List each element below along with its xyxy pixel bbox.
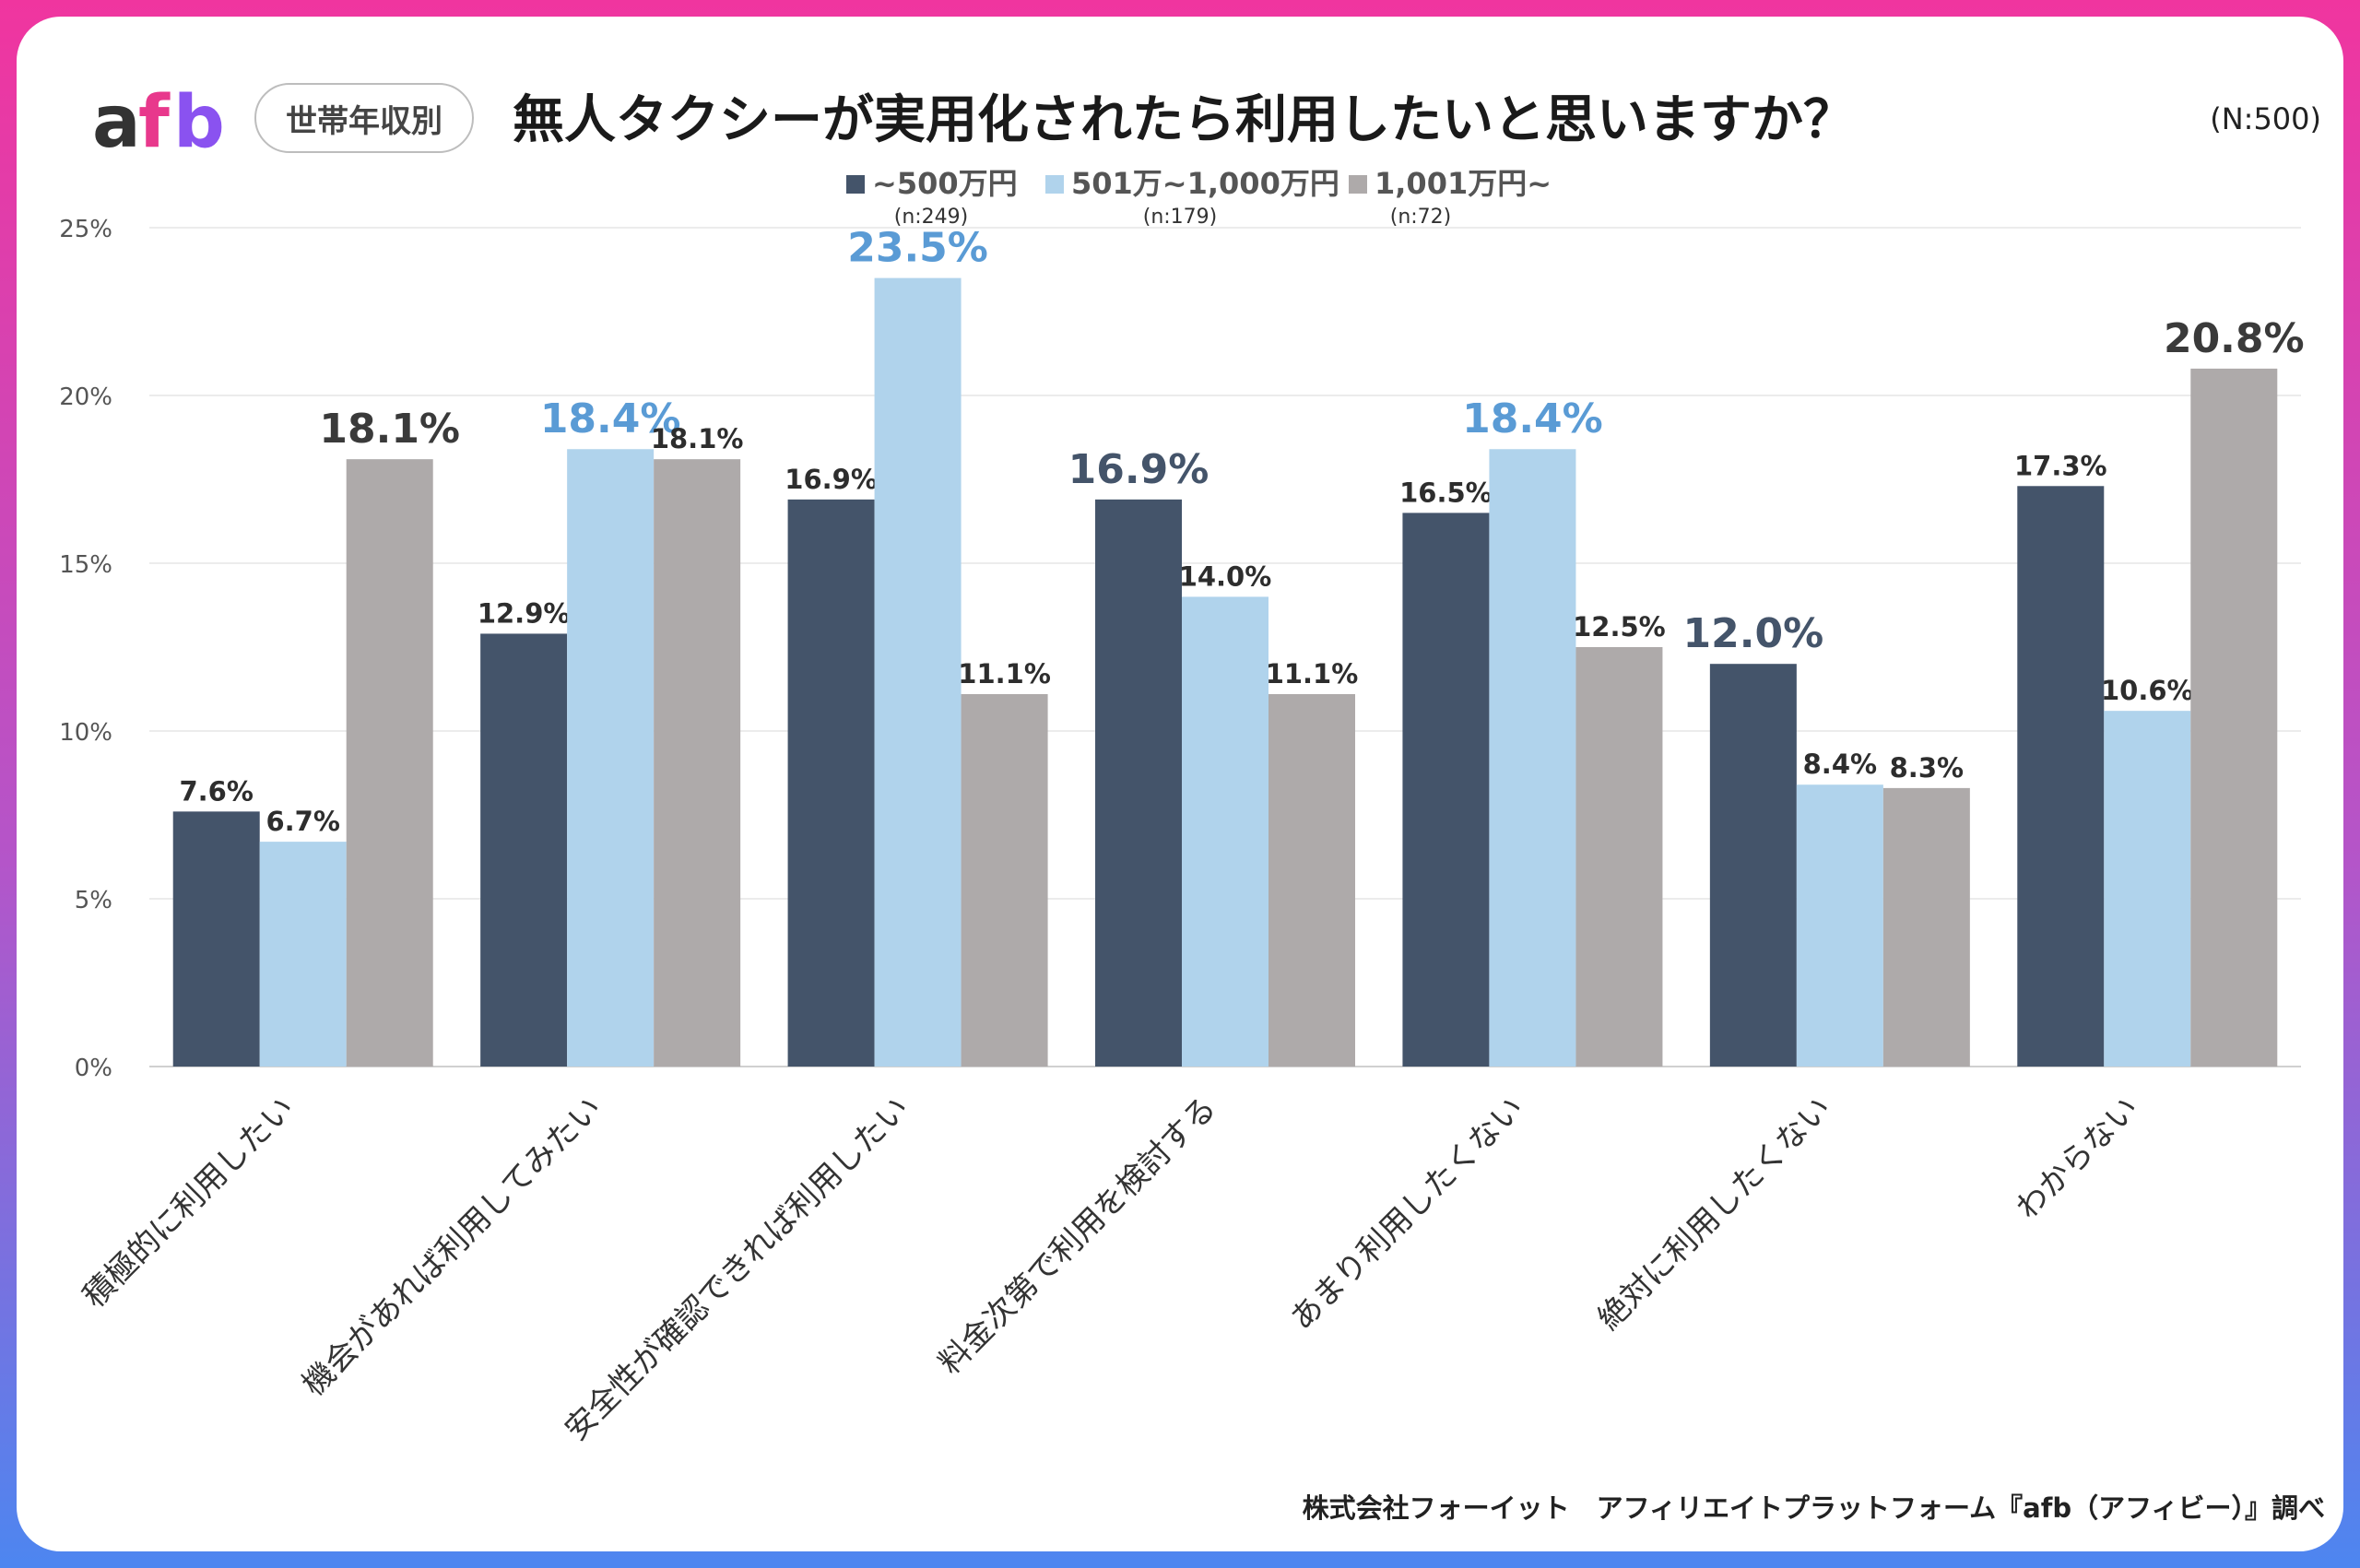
x-category-label: 機会があれば利用してみたい	[295, 1090, 608, 1403]
chart-card: a f b 世帯年収別 無人タクシーが実用化されたら利用したいと思いますか？ (…	[17, 17, 2343, 1551]
income-badge: 世帯年収別	[254, 83, 474, 153]
bar-value-label: 8.3%	[1890, 752, 1964, 784]
source-note: 株式会社フォーイット アフィリエイトプラットフォーム『afb（アフィビー）』調べ	[1302, 1492, 2325, 1524]
bar	[961, 693, 1048, 1067]
bar	[567, 449, 655, 1067]
bar	[480, 633, 568, 1067]
bar	[1882, 787, 1970, 1067]
y-tick-label: 0%	[75, 1055, 112, 1082]
legend-label: 1,001万円~	[1375, 166, 1552, 201]
logo-letter-f: f	[138, 81, 170, 164]
bar-value-label-highlight: 16.9%	[1068, 446, 1210, 493]
bar-value-label: 8.4%	[1803, 749, 1877, 780]
bar	[654, 459, 741, 1067]
bar-value-label: 10.6%	[2101, 675, 2194, 706]
legend-sample-size: (n:179)	[1143, 206, 1218, 229]
bar	[2017, 486, 2105, 1067]
bar	[1095, 499, 1182, 1067]
bar	[346, 459, 433, 1067]
x-category-label: 絶対に利用したくない	[1591, 1090, 1839, 1338]
afb-logo: a f b	[92, 81, 240, 164]
bar-value-label-highlight: 12.0%	[1683, 610, 1824, 657]
legend-sample-size: (n:249)	[894, 206, 969, 229]
bar	[1489, 449, 1576, 1067]
bar-value-label: 14.0%	[1179, 560, 1272, 592]
bar-value-label-highlight: 20.8%	[2164, 315, 2305, 362]
y-tick-label: 25%	[59, 216, 112, 243]
bar-value-label: 17.3%	[2014, 450, 2107, 481]
legend-sample-size: (n:72)	[1390, 206, 1452, 229]
bar	[172, 811, 260, 1067]
bar-value-label: 12.5%	[1573, 611, 1666, 643]
bar	[1402, 513, 1490, 1067]
bar	[1182, 596, 1268, 1067]
bar	[2190, 368, 2278, 1067]
bar-value-label: 16.9%	[785, 464, 878, 495]
bar-value-label: 12.9%	[478, 597, 571, 629]
bar	[1796, 784, 1883, 1067]
y-tick-label: 5%	[75, 887, 112, 914]
bar	[1709, 664, 1797, 1067]
bar	[1268, 693, 1355, 1067]
bar-value-label-highlight: 18.1%	[319, 406, 460, 453]
legend-swatch	[1045, 175, 1064, 194]
y-tick-label: 10%	[59, 719, 112, 747]
bar-value-label-highlight: 23.5%	[847, 225, 988, 272]
bar-chart: 0% 5% 10% 15% 20% 25% ~500万円 (n:249) 501万~1,000万…	[59, 166, 2305, 1448]
y-tick-label: 15%	[59, 551, 112, 579]
x-category-label: 安全性が確認できれば利用したい	[558, 1090, 916, 1448]
legend-swatch	[846, 175, 865, 194]
sample-size: (N:500)	[2210, 101, 2321, 136]
chart-title: 無人タクシーが実用化されたら利用したいと思いますか？	[513, 90, 1855, 150]
bar-value-label: 18.1%	[651, 423, 744, 454]
x-category-label: あまり利用したくない	[1283, 1090, 1531, 1338]
x-category-label: わからない	[2009, 1090, 2145, 1226]
y-tick-label: 20%	[59, 383, 112, 411]
bar-value-label: 7.6%	[179, 775, 253, 807]
x-category-label: 積極的に利用したい	[76, 1090, 301, 1315]
bar-value-label: 16.5%	[1399, 477, 1493, 508]
bar-value-label-highlight: 18.4%	[540, 395, 681, 442]
bar-value-label: 6.7%	[266, 806, 339, 837]
x-category-label: 料金次第で利用を検討する	[932, 1090, 1224, 1382]
logo-letter-a: a	[92, 81, 141, 164]
legend-label: 501万~1,000万円	[1071, 166, 1339, 201]
bar	[259, 842, 347, 1067]
bar	[2104, 711, 2191, 1067]
bar	[787, 499, 875, 1067]
logo-letter-b: b	[173, 81, 225, 164]
bar-value-label: 11.1%	[1266, 658, 1359, 690]
legend-swatch	[1349, 175, 1367, 194]
bar-value-label: 11.1%	[958, 658, 1051, 690]
bar	[1575, 647, 1663, 1067]
legend-label: ~500万円	[872, 166, 1018, 201]
bar	[874, 277, 962, 1067]
bar-value-label-highlight: 18.4%	[1462, 395, 1603, 442]
